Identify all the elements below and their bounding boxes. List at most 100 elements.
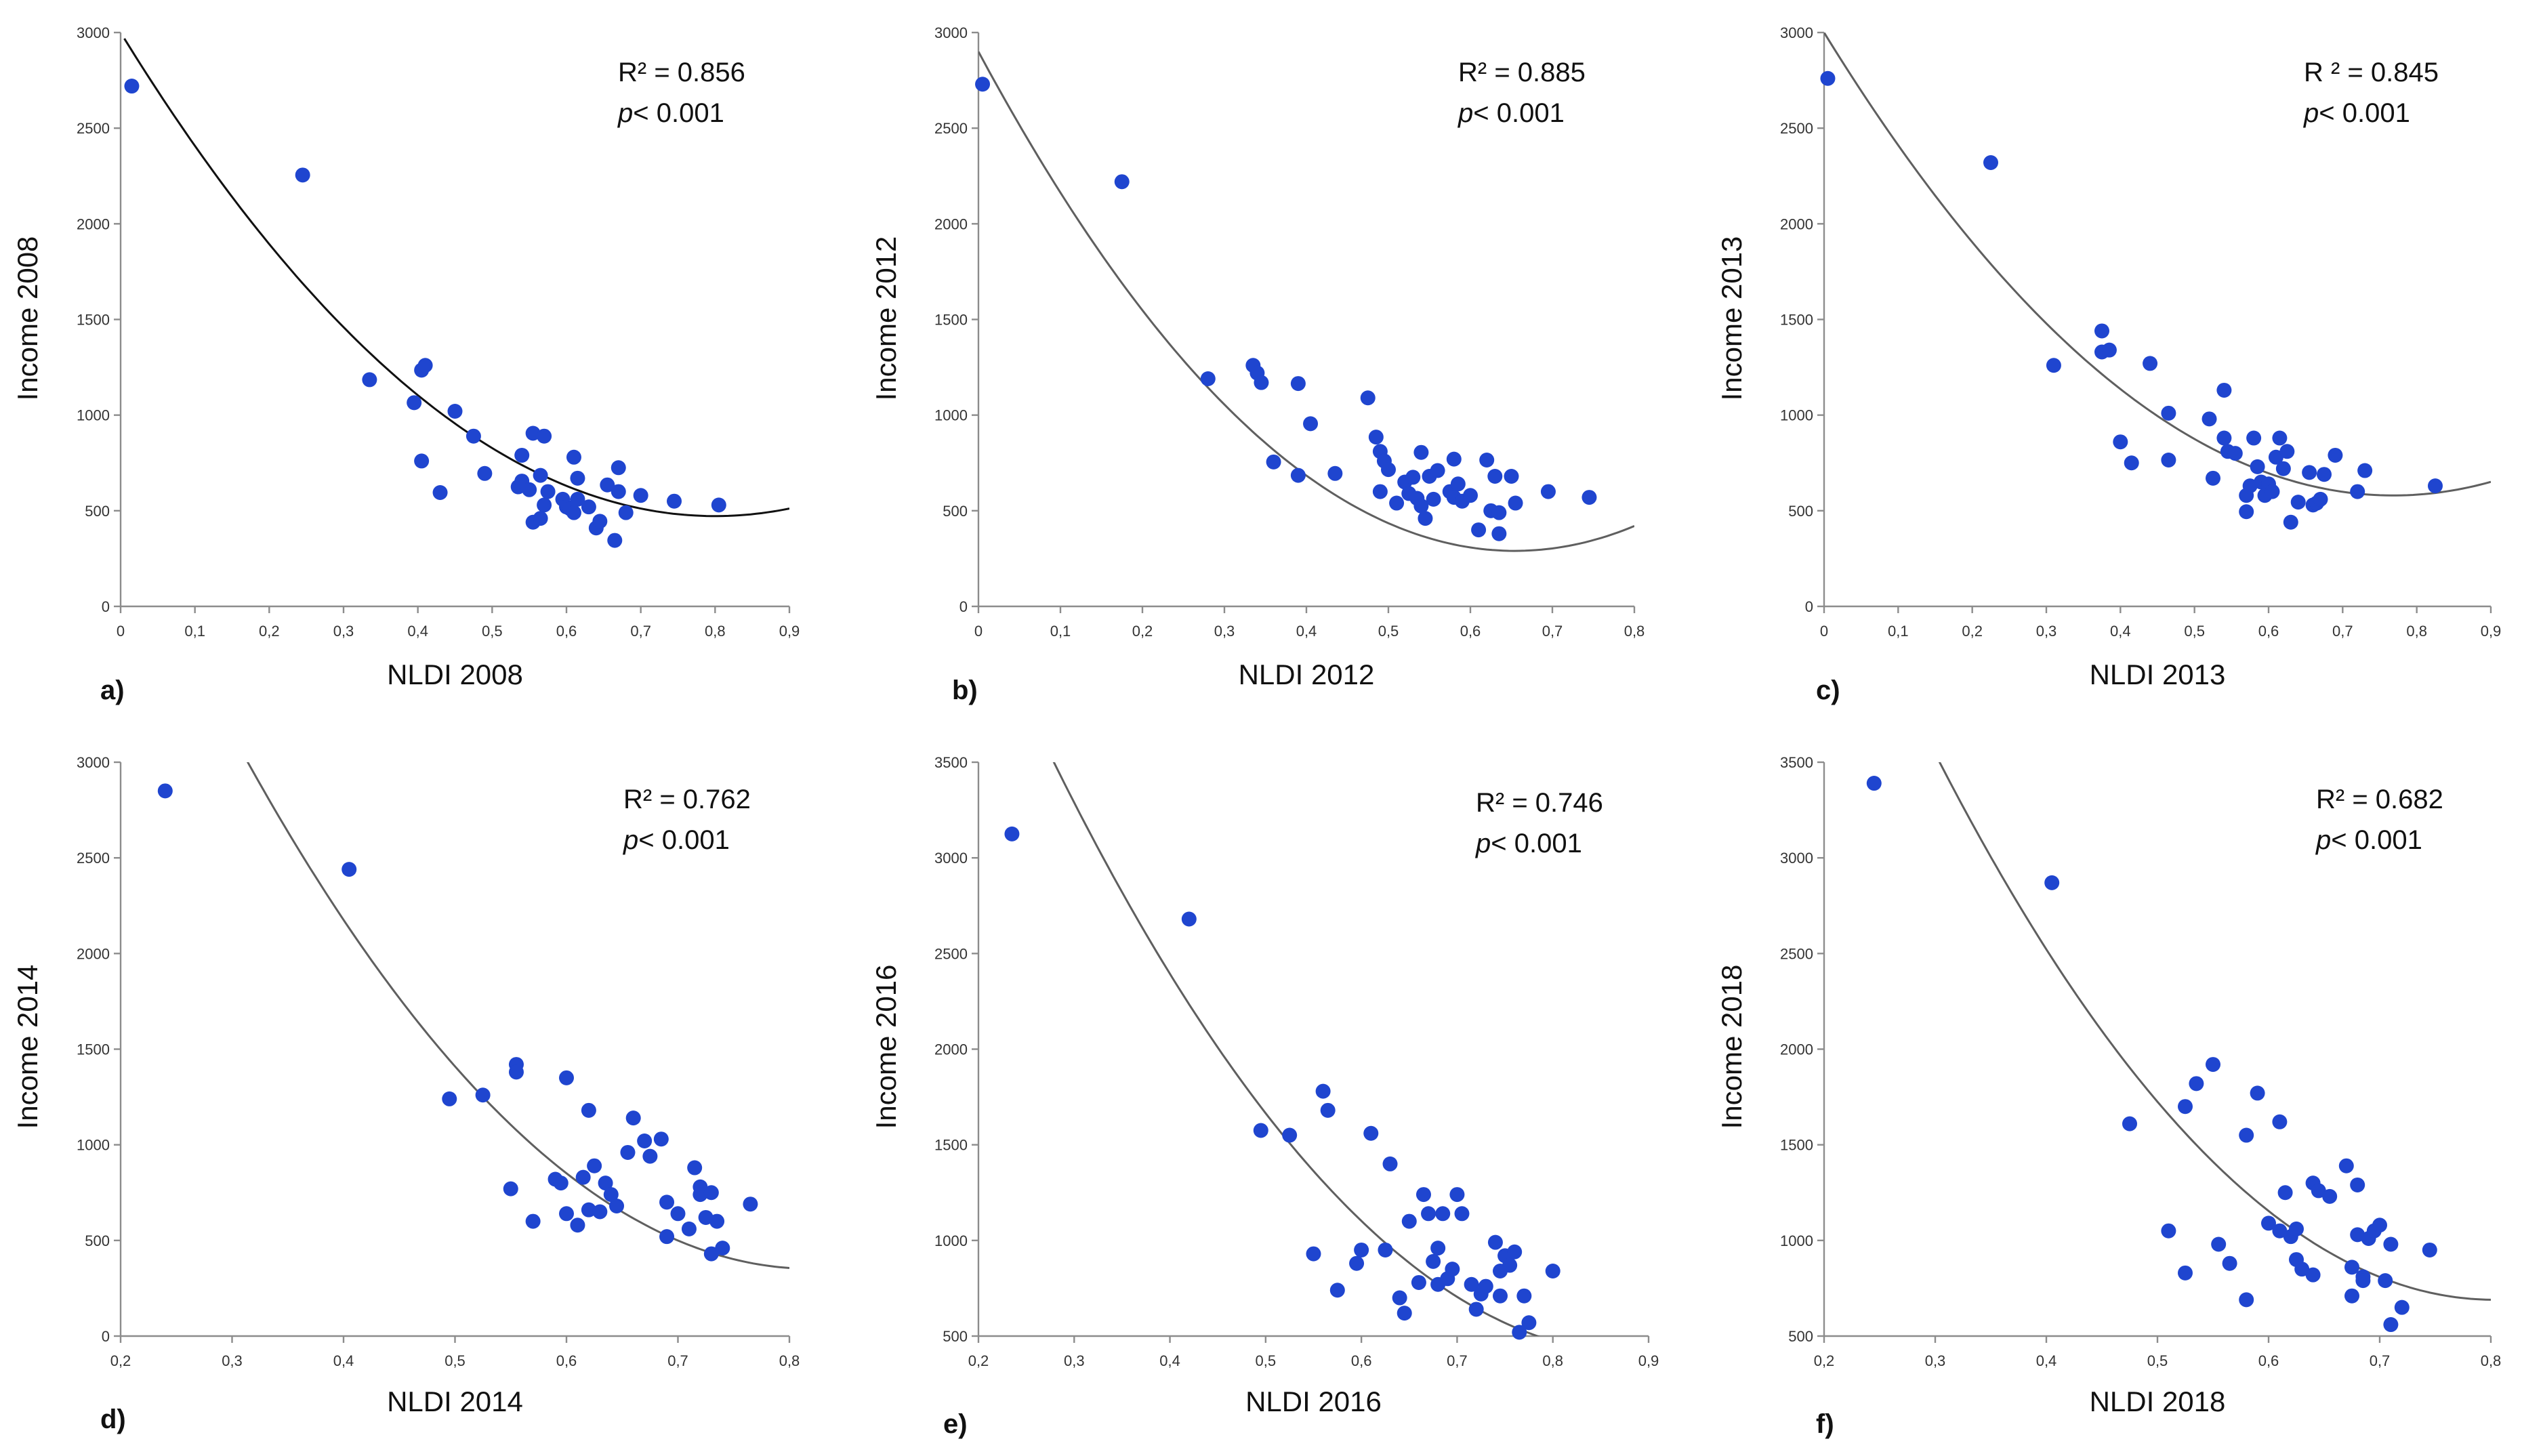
data-point	[642, 1148, 658, 1164]
x-axis-label: NLDI 2013	[2090, 659, 2226, 690]
y-tick-label: 2000	[1780, 1041, 1813, 1058]
data-point	[2394, 1299, 2410, 1315]
x-tick-label: 0,4	[2036, 1352, 2057, 1369]
data-point	[681, 1221, 697, 1236]
data-point	[2344, 1288, 2359, 1304]
data-point	[1405, 470, 1421, 485]
data-point	[609, 1199, 625, 1214]
panel-label: f)	[1816, 1409, 1834, 1439]
x-tick-label: 0	[117, 623, 125, 640]
data-point	[1254, 375, 1269, 390]
data-point	[2283, 514, 2298, 530]
x-tick-label: 0,9	[1638, 1352, 1659, 1369]
data-point	[687, 1160, 703, 1176]
y-tick-label: 2000	[1780, 215, 1813, 232]
data-point	[1397, 1306, 1412, 1321]
data-point	[592, 514, 608, 529]
data-point	[1430, 463, 1445, 478]
chart-panel-3: 0 500 1000 1500 2000 2500 3000 0 0,1 0,2 0,3 0,4 0,5…	[1716, 24, 2501, 705]
data-point	[1415, 1187, 1431, 1203]
p-value-label: p< 0.001	[1458, 98, 1565, 128]
x-tick-label: 0,5	[2147, 1352, 2168, 1369]
data-point	[1435, 1206, 1451, 1222]
data-point	[1349, 1255, 1365, 1271]
data-point	[1114, 174, 1130, 190]
data-point	[1290, 467, 1306, 483]
data-point	[124, 79, 140, 94]
data-point	[2313, 491, 2328, 507]
x-tick-label: 0,3	[222, 1352, 243, 1369]
fit-curve	[1938, 762, 2491, 1301]
data-point	[1426, 491, 1441, 507]
x-tick-label: 0,8	[2481, 1352, 2502, 1369]
p-value-label: p< 0.001	[2303, 98, 2410, 128]
y-tick-label: 3000	[1780, 24, 1813, 41]
data-point	[1360, 390, 1376, 406]
chart-panel-5: 500 1000 1500 2000 2500 3000 3500 0,2 0,3 0,4 0,5 0…	[870, 754, 1659, 1439]
data-point	[1329, 1283, 1345, 1298]
data-point	[342, 862, 357, 877]
data-point	[618, 505, 634, 520]
data-point	[703, 1185, 719, 1201]
r-squared-label: R² = 0.762	[623, 785, 751, 814]
x-axis-label: NLDI 2018	[2090, 1386, 2226, 1417]
data-point	[2428, 478, 2443, 494]
data-point	[2189, 1076, 2204, 1091]
y-tick-label: 1000	[77, 407, 110, 424]
y-tick-label: 2500	[1780, 120, 1813, 137]
data-point	[1327, 465, 1343, 481]
data-point	[2261, 1215, 2276, 1231]
data-point	[2201, 411, 2217, 427]
x-tick-label: 0,2	[110, 1352, 131, 1369]
fit-curve	[123, 38, 789, 518]
data-point	[1516, 1288, 1532, 1304]
data-point	[1454, 1206, 1470, 1222]
data-point	[2178, 1099, 2193, 1115]
x-tick-label: 0,4	[333, 1352, 354, 1369]
data-point	[1491, 505, 1507, 520]
data-point	[1445, 1262, 1460, 1277]
x-tick-label: 0,7	[630, 623, 651, 640]
data-point	[2161, 405, 2176, 421]
chart-panel-1: 0 500 1000 1500 2000 2500 3000 0 0,1 0,2 0,3 0,4 0,5…	[12, 24, 800, 705]
x-tick-label: 0,9	[779, 623, 800, 640]
data-point	[709, 1213, 725, 1229]
x-tick-label: 0,3	[1064, 1352, 1085, 1369]
data-point	[570, 1218, 585, 1233]
data-point	[466, 428, 481, 444]
x-tick-label: 0,8	[1542, 1352, 1563, 1369]
data-point	[503, 1181, 518, 1197]
data-point	[1478, 1278, 1493, 1294]
data-point	[598, 1176, 613, 1191]
panel-label: e)	[943, 1409, 968, 1439]
x-tick-label: 0,6	[1351, 1352, 1372, 1369]
data-point	[1392, 1290, 1407, 1306]
data-point	[2239, 1292, 2254, 1308]
data-point	[1363, 1125, 1379, 1141]
chart-panel-6: 500 1000 1500 2000 2500 3000 3500 0,2 0,3 0,4 0,5 0…	[1716, 754, 2502, 1439]
x-tick-label: 0,7	[2370, 1352, 2391, 1369]
x-tick-label: 0	[1820, 623, 1828, 640]
data-point	[581, 1102, 596, 1118]
data-point	[1413, 444, 1429, 460]
chart-panel-4: 0 500 1000 1500 2000 2500 3000 0,2 0,3 0,4 0,5 0,6 0…	[12, 754, 800, 1434]
data-point	[2355, 1273, 2371, 1289]
x-tick-label: 0,8	[779, 1352, 800, 1369]
data-point	[553, 1176, 569, 1191]
x-axis-label: NLDI 2014	[387, 1386, 523, 1417]
x-tick-label: 0,7	[1542, 623, 1563, 640]
y-tick-label: 500	[85, 1232, 110, 1249]
data-point	[2357, 463, 2373, 478]
data-point	[2272, 1223, 2288, 1239]
data-point	[575, 1169, 591, 1185]
data-point	[2328, 447, 2343, 463]
data-point	[1382, 1156, 1398, 1171]
y-axis-label: Income 2016	[870, 965, 902, 1129]
data-point	[1290, 376, 1306, 392]
y-tick-label: 2500	[934, 120, 968, 137]
data-point	[1389, 495, 1405, 511]
data-point	[2046, 358, 2061, 373]
data-point	[2277, 1185, 2293, 1201]
y-tick-label: 1500	[77, 1041, 110, 1058]
data-point	[581, 1202, 596, 1218]
